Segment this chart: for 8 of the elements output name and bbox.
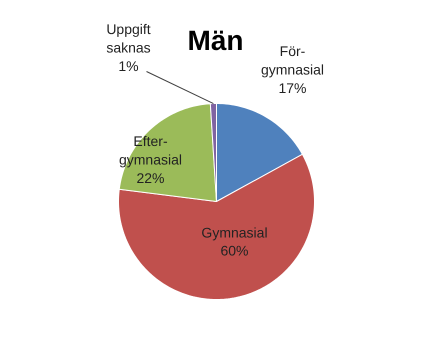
data-label: 60% (220, 242, 249, 259)
slice-label: För-gymnasial (260, 43, 324, 78)
slice-label: Gymnasial (201, 224, 268, 240)
slice-label: Uppgift saknas (106, 21, 151, 56)
data-label: 17% (278, 80, 307, 96)
data-label: 22% (136, 170, 165, 186)
data-label: 1% (118, 58, 139, 74)
chart-title: Män (188, 25, 244, 56)
